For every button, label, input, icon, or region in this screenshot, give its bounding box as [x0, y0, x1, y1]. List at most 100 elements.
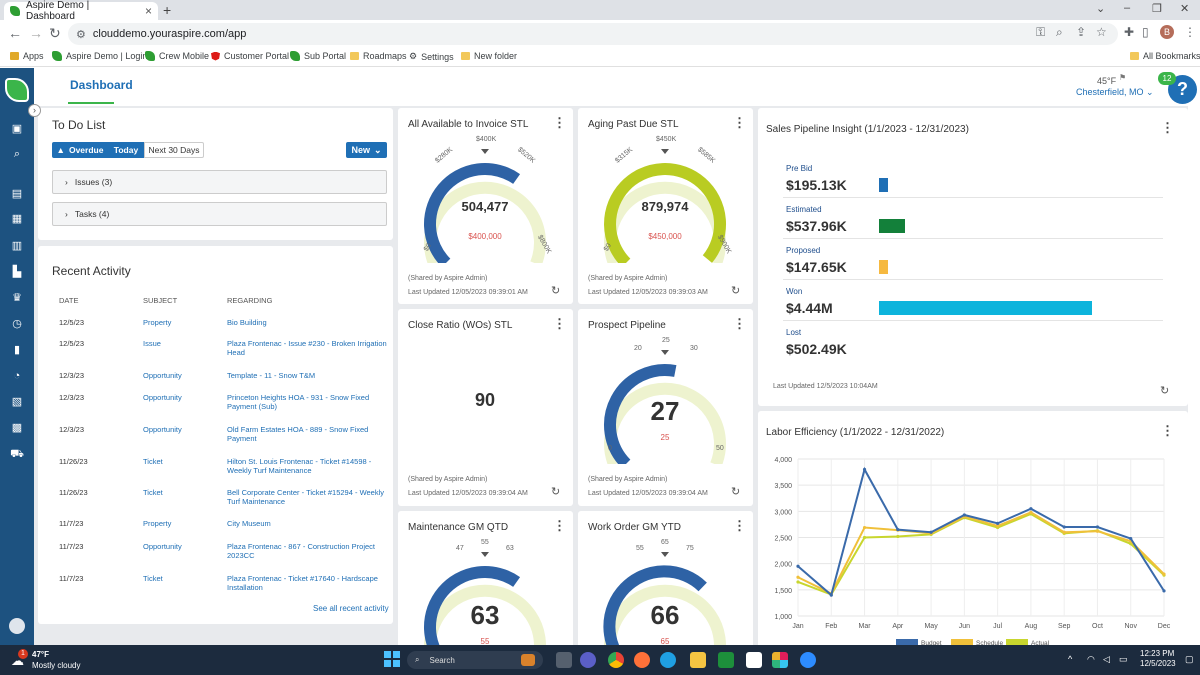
activity-regarding[interactable]: Plaza Frontenac - 867 - Construction Pro… — [227, 542, 375, 560]
new-button[interactable]: New ⌄ — [346, 142, 387, 158]
search-icon[interactable]: ⌕ — [13, 148, 21, 160]
issues-accordion[interactable]: › Issues (3) — [52, 170, 387, 194]
file-explorer-icon[interactable] — [690, 652, 706, 668]
activity-regarding[interactable]: Plaza Frontenac - Issue #230 - Broken Ir… — [227, 339, 387, 357]
notifications-icon[interactable]: ▢ — [1185, 654, 1194, 664]
battery-icon[interactable]: ▭ — [1119, 654, 1128, 664]
windows-start-icon[interactable] — [384, 651, 400, 667]
pipeline-bar[interactable] — [879, 219, 905, 233]
trophy-icon[interactable]: ♛ — [12, 292, 22, 304]
profile-avatar[interactable]: B — [1160, 25, 1174, 39]
truck-icon[interactable]: ⛟ — [10, 448, 24, 460]
new-tab-icon[interactable]: + — [163, 2, 172, 18]
refresh-icon[interactable]: ↻ — [1160, 385, 1170, 397]
estimate-icon[interactable]: ▤ — [11, 188, 23, 200]
calendar-icon[interactable]: ▦ — [11, 213, 23, 225]
more-options-icon[interactable]: ⋮ — [733, 316, 746, 331]
activity-regarding[interactable]: Template - 11 - Snow T&M — [227, 371, 316, 380]
activity-subject[interactable]: Opportunity — [143, 393, 182, 402]
browser-menu-icon[interactable]: ⋮ — [1184, 25, 1196, 39]
briefcase-icon[interactable] — [521, 654, 535, 666]
maximize-icon[interactable]: ❐ — [1152, 3, 1162, 15]
activity-subject[interactable]: Opportunity — [143, 542, 182, 551]
bookmark-star-icon[interactable]: ☆ — [1096, 25, 1107, 39]
firefox-icon[interactable] — [634, 652, 650, 668]
refresh-icon[interactable]: ↻ — [551, 486, 561, 498]
bookmark-aspire-login[interactable]: Aspire Demo | Login — [52, 51, 147, 61]
extensions-icon[interactable]: ✚ — [1124, 25, 1135, 39]
pipeline-bar[interactable] — [879, 301, 1092, 315]
activity-subject[interactable]: Property — [143, 519, 172, 528]
taskbar-search[interactable]: ⌕ Search — [407, 651, 543, 669]
bookmark-sub-portal[interactable]: Sub Portal — [290, 51, 346, 61]
weather-location[interactable]: Chesterfield, MO ⌄ — [1076, 87, 1154, 98]
activity-regarding[interactable]: City Museum — [227, 519, 271, 528]
reports-icon[interactable]: ▧ — [11, 396, 23, 408]
more-options-icon[interactable]: ⋮ — [1161, 120, 1174, 135]
refresh-icon[interactable]: ↻ — [731, 486, 741, 498]
filter-next-30-days[interactable]: Next 30 Days — [144, 142, 204, 158]
tasks-accordion[interactable]: › Tasks (4) — [52, 202, 387, 226]
address-bar[interactable]: ⚙ clouddemo.youraspire.com/app — [68, 23, 1118, 45]
wifi-icon[interactable]: ◠ — [1087, 654, 1095, 664]
refresh-icon[interactable]: ↻ — [731, 285, 741, 297]
volume-icon[interactable]: ◁ — [1103, 654, 1110, 664]
more-options-icon[interactable]: ⋮ — [1161, 423, 1174, 438]
bookmark-crew-mobile[interactable]: Crew Mobile — [145, 51, 209, 61]
bookmark-apps[interactable]: Apps — [10, 51, 44, 61]
pipeline-bar[interactable] — [879, 178, 889, 192]
teams-icon[interactable] — [580, 652, 596, 668]
activity-regarding[interactable]: Princeton Heights HOA - 931 - Snow Fixed… — [227, 393, 370, 411]
close-window-icon[interactable]: ✕ — [1180, 3, 1190, 15]
back-icon[interactable]: ← — [8, 25, 22, 41]
clock-time[interactable]: 12:23 PM — [1140, 649, 1175, 658]
user-avatar[interactable] — [9, 618, 25, 634]
activity-subject[interactable]: Ticket — [143, 488, 163, 497]
notepad-icon[interactable] — [746, 652, 762, 668]
zoom-icon[interactable]: ⌕ — [1056, 25, 1063, 39]
see-all-activity-link[interactable]: See all recent activity — [313, 604, 389, 613]
chrome-icon[interactable] — [608, 652, 624, 668]
tab-dashboard[interactable]: Dashboard — [70, 78, 133, 92]
contacts-icon[interactable]: ▥ — [11, 240, 23, 252]
bookmark-settings[interactable]: ⚙ Settings — [409, 51, 454, 62]
activity-regarding[interactable]: Plaza Frontenac - Ticket #17640 - Hardsc… — [227, 574, 378, 592]
inventory-icon[interactable]: ▩ — [11, 422, 23, 434]
share-icon[interactable]: ⇪ — [1076, 25, 1087, 39]
activity-regarding[interactable]: Hilton St. Louis Frontenac - Ticket #145… — [227, 457, 372, 475]
tab-search-icon[interactable]: ⌄ — [1096, 3, 1106, 15]
dollar-icon[interactable]: ▣ — [11, 123, 23, 135]
forward-icon[interactable]: → — [29, 25, 43, 41]
key-icon[interactable]: ⚿ — [1036, 25, 1046, 39]
bookmark-roadmaps[interactable]: Roadmaps — [350, 51, 407, 61]
more-options-icon[interactable]: ⋮ — [553, 518, 566, 533]
filter-today[interactable]: Today — [108, 142, 144, 158]
activity-regarding[interactable]: Bell Corporate Center - Ticket #15294 - … — [227, 488, 385, 506]
activity-regarding[interactable]: Bio Building — [227, 318, 267, 327]
slack-icon[interactable] — [772, 652, 788, 668]
building-icon[interactable]: ▙ — [12, 266, 22, 278]
bookmark-new-folder[interactable]: New folder — [461, 51, 517, 61]
show-hidden-icons[interactable]: ^ — [1068, 654, 1073, 664]
browser-tab[interactable]: Aspire Demo | Dashboard × — [4, 0, 158, 22]
activity-subject[interactable]: Issue — [143, 339, 161, 348]
more-options-icon[interactable]: ⋮ — [733, 115, 746, 130]
edge-icon[interactable] — [660, 652, 676, 668]
site-info-icon[interactable]: ⚙ — [76, 28, 86, 41]
activity-regarding[interactable]: Old Farm Estates HOA - 889 - Snow Fixed … — [227, 425, 369, 443]
pie-chart-icon[interactable]: ◔ — [13, 370, 21, 382]
more-options-icon[interactable]: ⋮ — [553, 115, 566, 130]
more-options-icon[interactable]: ⋮ — [733, 518, 746, 533]
task-view-icon[interactable] — [556, 652, 572, 668]
refresh-icon[interactable]: ↻ — [551, 285, 561, 297]
filter-overdue[interactable]: ▲ Overdue — [52, 142, 108, 158]
activity-subject[interactable]: Ticket — [143, 457, 163, 466]
activity-subject[interactable]: Property — [143, 318, 172, 327]
activity-subject[interactable]: Opportunity — [143, 371, 182, 380]
aspire-logo[interactable] — [5, 78, 29, 102]
schedule-icon[interactable]: ◷ — [12, 318, 22, 330]
clipboard-icon[interactable]: ▮ — [13, 344, 21, 356]
reload-icon[interactable]: ↻ — [49, 25, 61, 41]
side-panel-icon[interactable]: ▯ — [1142, 25, 1149, 39]
activity-subject[interactable]: Ticket — [143, 574, 163, 583]
